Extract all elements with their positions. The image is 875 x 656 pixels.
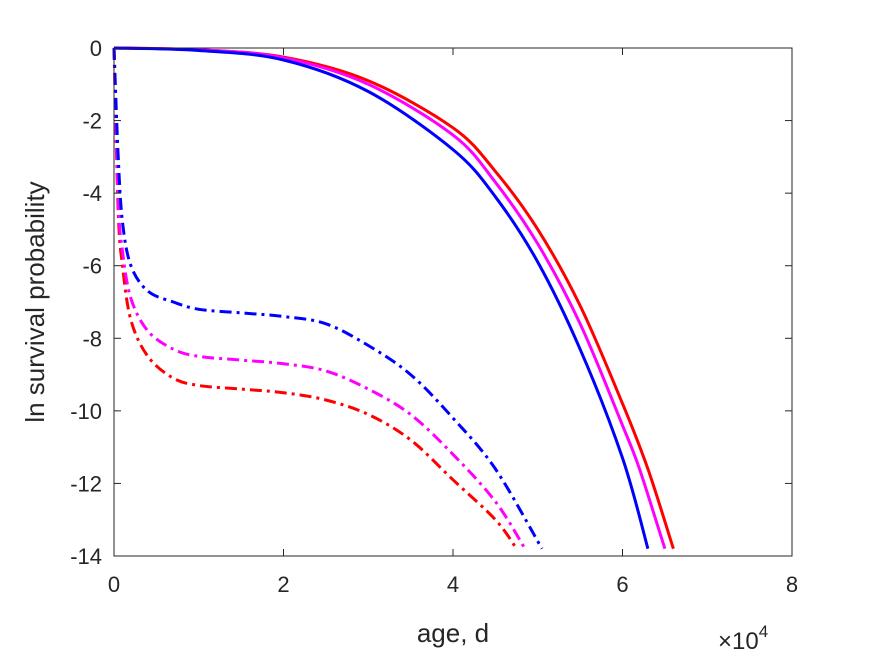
series-line-5 [112, 47, 527, 550]
y-tick-label: 0 [90, 36, 102, 61]
x-tick-label: 0 [108, 572, 120, 597]
y-tick-label: -10 [70, 399, 102, 424]
x-tick-label: 4 [447, 572, 459, 597]
y-tick-label: -14 [70, 544, 102, 569]
x-exponent-label: ×104 [718, 622, 768, 655]
x-exponent-base: ×10 [718, 628, 759, 655]
series-layer [112, 46, 675, 550]
y-axis-label: ln survival probability [20, 181, 50, 422]
x-tick-label: 6 [616, 572, 628, 597]
tick-layer: 0 2 4 6 8 0 -2 -4 -6 -8 -10 -12 -14 [70, 36, 798, 597]
y-tick-label: -6 [82, 254, 102, 279]
y-tick-label: -12 [70, 471, 102, 496]
x-axis-label: age, d [417, 618, 489, 648]
x-tick-label: 2 [277, 572, 289, 597]
series-line-3 [113, 46, 650, 550]
y-tick-label: -2 [82, 109, 102, 134]
y-tick-label: -4 [82, 181, 102, 206]
x-exponent-power: 4 [759, 622, 768, 641]
plot-area [114, 48, 792, 556]
x-tick-label: 8 [786, 572, 798, 597]
y-tick-label: -8 [82, 326, 102, 351]
series-line-4 [112, 47, 518, 550]
